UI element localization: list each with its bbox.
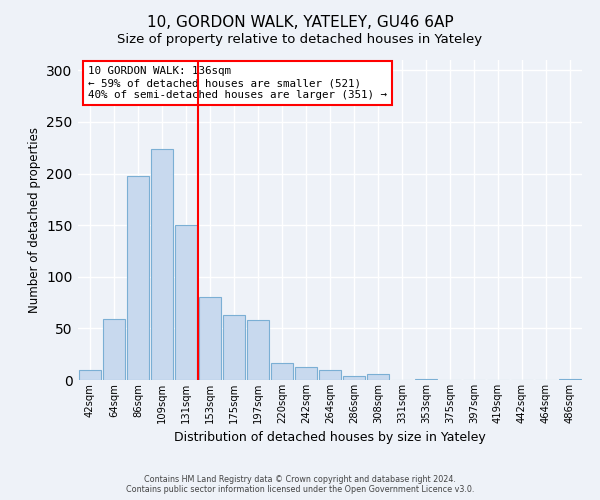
Text: 10, GORDON WALK, YATELEY, GU46 6AP: 10, GORDON WALK, YATELEY, GU46 6AP — [146, 15, 454, 30]
Bar — [151, 149, 173, 380]
Text: Size of property relative to detached houses in Yateley: Size of property relative to detached ho… — [118, 32, 482, 46]
Y-axis label: Number of detached properties: Number of detached properties — [28, 127, 41, 313]
Bar — [343, 376, 365, 380]
Bar — [199, 298, 221, 380]
X-axis label: Distribution of detached houses by size in Yateley: Distribution of detached houses by size … — [174, 432, 486, 444]
Bar — [415, 379, 437, 380]
Text: 10 GORDON WALK: 136sqm
← 59% of detached houses are smaller (521)
40% of semi-de: 10 GORDON WALK: 136sqm ← 59% of detached… — [88, 66, 387, 100]
Bar — [367, 374, 389, 380]
Bar — [103, 319, 125, 380]
Bar — [223, 315, 245, 380]
Bar — [319, 370, 341, 380]
Bar — [295, 366, 317, 380]
Bar — [271, 364, 293, 380]
Bar — [79, 370, 101, 380]
Bar — [175, 225, 197, 380]
Text: Contains HM Land Registry data © Crown copyright and database right 2024.
Contai: Contains HM Land Registry data © Crown c… — [126, 474, 474, 494]
Bar — [247, 320, 269, 380]
Bar — [127, 176, 149, 380]
Bar — [559, 379, 581, 380]
